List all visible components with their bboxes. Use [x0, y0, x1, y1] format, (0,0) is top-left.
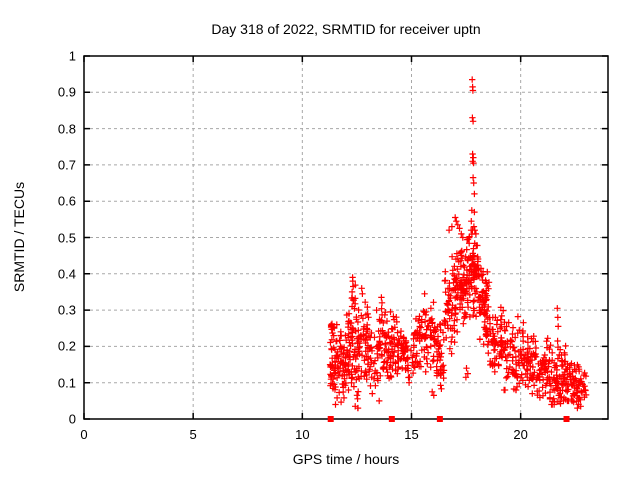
x-tick-label: 5 [189, 427, 197, 442]
y-tick-label: 0.6 [57, 193, 76, 209]
x-tick-label: 10 [295, 427, 310, 442]
event-square-marker [563, 416, 570, 422]
event-square-marker [436, 416, 443, 422]
x-tick-label: 15 [404, 427, 419, 442]
event-square-marker [327, 416, 334, 422]
plot-border [83, 55, 609, 420]
y-tick-label: 0.8 [57, 121, 76, 137]
y-tick-label: 0.3 [57, 302, 76, 318]
y-tick-label: 0.2 [57, 338, 76, 354]
y-tick-label: 0.5 [57, 230, 76, 245]
srmtid-points [326, 76, 590, 412]
chart-title: Day 318 of 2022, SRMTID for receiver upt… [211, 21, 481, 37]
grid-lines [84, 56, 608, 419]
x-tick-label: 20 [513, 427, 528, 442]
y-tick-label: 0.1 [57, 375, 76, 391]
x-tick-label: 0 [80, 427, 88, 442]
y-tick-label: 0 [68, 411, 76, 427]
y-axis-label: SRMTID / TECUs [11, 181, 27, 293]
x-axis-label: GPS time / hours [292, 451, 400, 467]
y-tick-label: 0.7 [57, 157, 76, 173]
y-tick-label: 0.4 [57, 266, 76, 282]
event-square-marker [388, 416, 395, 422]
y-tick-label: 1 [68, 48, 76, 64]
y-tick-label: 0.9 [57, 84, 76, 100]
